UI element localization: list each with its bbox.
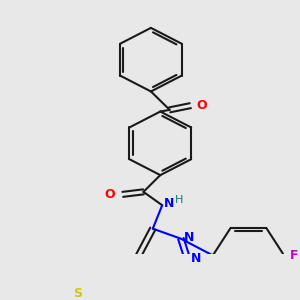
Text: S: S: [74, 287, 82, 300]
Text: F: F: [290, 249, 298, 262]
Text: O: O: [196, 99, 207, 112]
Text: N: N: [191, 252, 202, 265]
Text: N: N: [164, 197, 174, 210]
Text: H: H: [175, 195, 184, 205]
Text: O: O: [105, 188, 115, 201]
Text: N: N: [184, 230, 194, 244]
